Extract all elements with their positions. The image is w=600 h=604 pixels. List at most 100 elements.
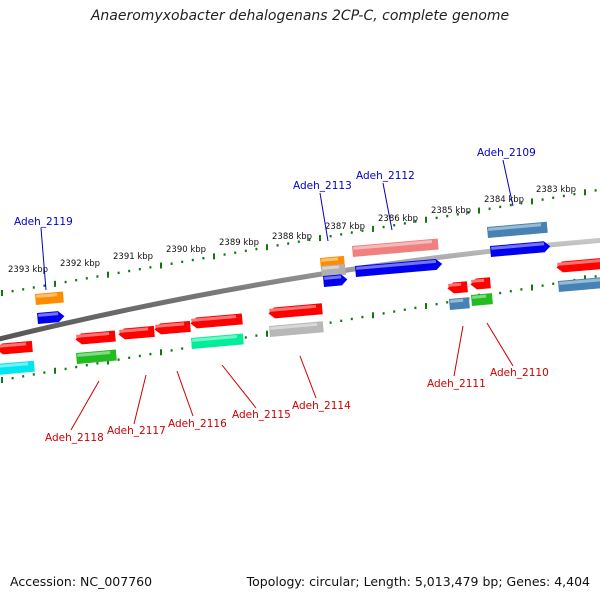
minor-tick [64,280,67,284]
minor-tick [509,290,512,293]
minor-tick [64,367,67,371]
minor-tick [117,358,120,361]
gene-adeh-2117-highlight [119,327,149,333]
minor-tick [435,216,438,220]
gene-label-adeh-2111[interactable]: Adeh_2111 [427,378,486,390]
leader-adeh-2110 [486,322,514,367]
gene-label-adeh-2110[interactable]: Adeh_2110 [490,367,549,379]
gene-adeh-2119-upper [35,291,64,305]
minor-tick [329,321,332,324]
gene-adeh-2118-left-body [0,340,33,355]
minor-tick [594,275,597,278]
accession-text: Accession: NC_007760 [10,574,153,589]
minor-tick [22,375,25,378]
kbp-label: 2387 kbp [325,222,365,232]
major-tick [54,367,56,374]
leader-adeh-2114 [299,355,317,399]
minor-tick [499,205,502,209]
minor-tick [541,198,544,201]
major-tick [478,207,480,214]
major-tick [54,280,56,287]
gene-adeh-2116 [154,320,191,335]
minor-tick [382,225,385,229]
gene-adeh-2109-highlight [491,242,545,250]
gene-label-adeh-2115[interactable]: Adeh_2115 [232,409,291,421]
gene-label-adeh-2112[interactable]: Adeh_2112 [356,170,415,182]
major-tick [425,216,427,223]
kbp-label: 2393 kbp [8,265,48,275]
gene-adeh-2112-pink-highlight [353,240,433,250]
gene-edge-upper [556,257,600,273]
gene-label-adeh-2118[interactable]: Adeh_2118 [45,432,104,444]
gene-adeh-2113-grey-body [321,263,346,277]
gene-adeh-2109-steel [487,221,548,238]
minor-tick [138,267,141,271]
major-tick [266,330,268,337]
gene-adeh-2115-teal [191,333,244,349]
gene-cyan-highlight [0,362,29,368]
minor-tick [340,319,343,323]
gene-adeh-2114-grey [269,321,324,337]
minor-tick [541,284,544,287]
gene-adeh-2119-highlight [38,312,59,317]
gene-adeh-2112 [355,258,443,277]
major-tick [213,253,215,260]
gene-adeh-2118-body [75,330,116,345]
minor-tick [276,244,279,247]
gene-adeh-2118-green-highlight [77,351,111,357]
minor-tick [446,214,449,218]
minor-tick [350,231,353,234]
gene-label-adeh-2117[interactable]: Adeh_2117 [107,425,166,437]
gene-label-adeh-2114[interactable]: Adeh_2114 [292,400,351,412]
gene-adeh-2110 [470,277,491,290]
gene-adeh-2111-steel [449,297,470,310]
kbp-label: 2388 kbp [272,232,312,242]
gene-adeh-2116-body [154,320,191,335]
leader-adeh-2118 [70,380,100,431]
minor-tick [340,233,343,236]
gene-adeh-2113-upper-highlight [321,257,339,262]
major-tick [584,275,586,282]
gene-adeh-2109-steel-highlight [488,223,542,231]
minor-tick [75,278,78,282]
leader-adeh-2119 [40,227,47,291]
gene-adeh-2118 [75,330,116,345]
gene-label-adeh-2109[interactable]: Adeh_2109 [477,147,536,159]
minor-tick [255,334,258,337]
minor-tick [117,271,120,275]
kbp-label: 2385 kbp [431,206,471,216]
minor-tick [85,364,88,367]
minor-tick [43,371,46,374]
minor-tick [435,302,438,306]
gene-label-adeh-2119[interactable]: Adeh_2119 [14,216,73,228]
gene-adeh-2112-pink [352,238,439,257]
minor-tick [456,213,459,216]
minor-tick [223,253,226,256]
minor-tick [11,289,14,293]
minor-tick [244,249,247,253]
minor-tick [414,220,417,223]
major-tick [160,349,162,356]
gene-adeh-2113 [323,274,348,287]
gene-label-adeh-2116[interactable]: Adeh_2116 [168,418,227,430]
gene-adeh-2110-highlight [471,278,485,283]
major-tick [107,271,109,278]
minor-tick [552,282,555,286]
minor-tick [361,315,364,319]
minor-tick [382,312,385,315]
gene-adeh-2119-upper-body [35,291,64,305]
minor-tick [149,266,152,269]
minor-tick [520,288,523,291]
gene-label-adeh-2113[interactable]: Adeh_2113 [293,180,352,192]
gene-adeh-2111-steel-highlight [450,298,464,303]
minor-tick [467,211,470,214]
minor-tick [85,277,88,280]
gene-adeh-2115-teal-highlight [192,334,238,342]
gene-adeh-2113-grey-highlight [322,265,340,270]
genome-title: Anaeromyxobacter dehalogenans 2CP-C, com… [90,8,510,24]
gene-adeh-2118-left-highlight [0,342,27,348]
gene-adeh-2111 [447,281,468,294]
gene-adeh-2117-body [118,325,155,340]
